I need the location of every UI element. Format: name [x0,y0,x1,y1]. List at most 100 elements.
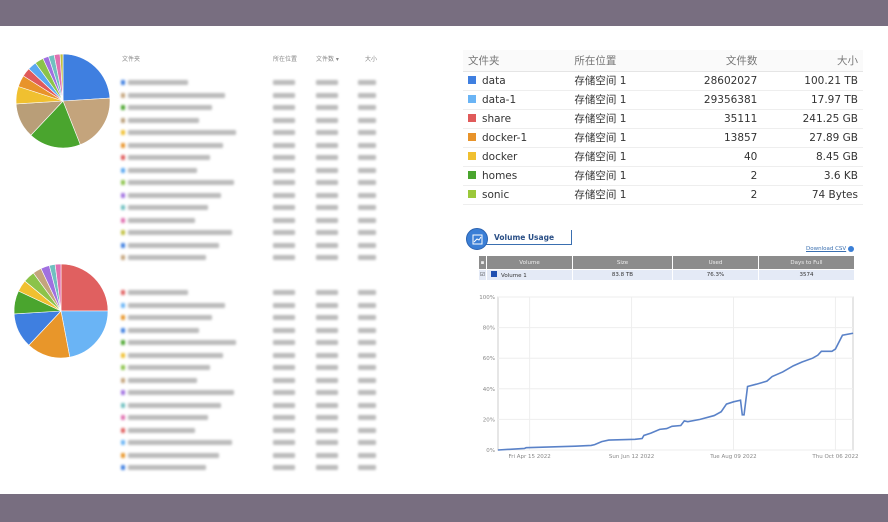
folder-name: sonic [482,188,510,201]
folder-size: 241.25 GB [762,109,863,129]
folder-size: 3.6 KB [762,166,863,186]
usage-point [680,425,682,426]
folder-row[interactable]: data-1 存储空间 1 29356381 17.97 TB [463,90,863,110]
usage-point [687,421,689,422]
blurred-row [118,117,380,124]
folder-color-swatch [468,170,476,179]
folder-row[interactable]: docker-1 存储空间 1 13857 27.89 GB [463,128,863,148]
folder-color-swatch [468,94,476,103]
folder-row[interactable]: data 存储空间 1 28602027 100.21 TB [463,71,863,91]
folder-name: docker [482,150,518,163]
volume-table: ▪ Volume Size Used Days to Full ☑ Volume… [478,255,855,281]
header-files[interactable]: 文件数 ▾ [316,56,339,63]
pie-slice [60,263,109,312]
usage-point [643,435,645,436]
usage-point [852,332,854,334]
usage-point [659,429,660,430]
volume-row[interactable]: ☑ Volume 1 83.8 TB 76.3% 3574 [478,269,855,281]
x-tick-label: Sun Jun 12 2022 [609,454,654,460]
folder-color-swatch [468,189,476,198]
blurred-row [118,167,380,174]
y-tick-label: 40% [483,387,495,393]
header-size[interactable]: 大小 [762,50,863,72]
folder-location: 存储空间 1 [569,128,665,148]
pie-slice [59,53,64,102]
pie-slice [62,53,111,102]
header-files[interactable]: 文件数 [664,50,763,72]
folder-file-count: 2 [664,166,763,186]
folder-row[interactable]: homes 存储空间 1 2 3.6 KB [463,166,863,186]
x-tick-label: Tue Aug 09 2022 [709,454,756,460]
header-folder[interactable]: 文件夹 [463,50,570,72]
folder-size-pie-chart-bottom [13,263,109,359]
usage-point [650,432,652,434]
usage-point [747,386,748,387]
blurred-row [118,255,380,261]
header-location: 所在位置 [273,56,298,63]
usage-point [720,411,722,413]
header-used: Used [672,255,759,270]
pie-slice [62,97,111,146]
chart-icon [466,228,488,250]
folder-row[interactable]: sonic 存储空间 1 2 74 Bytes [463,185,863,205]
usage-point [801,361,803,363]
blurred-row [118,440,380,446]
usage-point [743,414,745,416]
usage-point [601,441,602,442]
plot-area [497,296,854,451]
folder-name: data [482,74,506,87]
usage-point [683,420,685,422]
folder-location: 存储空间 1 [569,166,665,186]
blurred-row [118,390,380,396]
folder-file-count: 13857 [664,128,763,148]
usage-point [741,414,743,416]
download-icon[interactable] [848,246,854,252]
volume-name: Volume 1 [501,273,527,279]
blurred-folder-table-bottom [118,264,380,470]
blurred-row [118,365,380,371]
blurred-row [118,402,380,409]
folder-color-swatch [468,113,476,122]
blurred-folder-table-top: 文件夹 所在位置 文件数 ▾ 大小 [118,54,380,260]
x-tick-label: Thu Oct 06 2022 [811,454,858,460]
volume-used: 76.3% [672,269,759,281]
volume-usage-line-chart: 0% 20% 40% 60% 80% 100% Fri Apr 15 2022 Sun Jun… [479,295,858,460]
blurred-row [118,242,380,249]
usage-point [713,415,715,416]
usage-point [812,357,813,359]
header-size: Size [572,255,673,270]
select-all-checkbox[interactable]: ▪ [478,255,487,270]
blurred-row [118,302,380,309]
folder-size: 27.89 GB [762,128,863,148]
usage-point [699,419,701,420]
blurred-row [118,217,380,224]
folder-size-pie-chart-top [15,53,111,149]
blurred-row [118,230,380,236]
blurred-row [118,92,380,99]
header-volume: Volume [486,255,573,270]
folder-file-count: 28602027 [664,71,763,91]
usage-point [726,403,727,405]
usage-point [497,449,499,451]
y-tick-label: 0% [486,448,495,454]
header-location[interactable]: 所在位置 [569,50,665,72]
y-tick-label: 60% [483,356,495,362]
usage-line [497,332,854,451]
x-tick-label: Fri Apr 15 2022 [508,454,550,460]
blurred-row [118,327,380,334]
blurred-row [118,290,380,296]
volume-checkbox[interactable]: ☑ [478,269,487,281]
usage-point [766,380,768,382]
usage-point [733,401,734,403]
y-tick-label: 80% [483,326,495,332]
y-tick-label: 100% [479,295,495,301]
folder-size: 74 Bytes [762,185,863,205]
download-csv-link[interactable]: Download CSV [806,246,847,252]
folder-row[interactable]: docker 存储空间 1 40 8.45 GB [463,147,863,167]
blurred-row [118,155,380,161]
folder-location: 存储空间 1 [569,185,665,205]
blurred-row [118,205,380,211]
volume-size: 83.8 TB [572,269,673,281]
folder-row[interactable]: share 存储空间 1 35111 241.25 GB [463,109,863,129]
folder-location: 存储空间 1 [569,71,665,91]
